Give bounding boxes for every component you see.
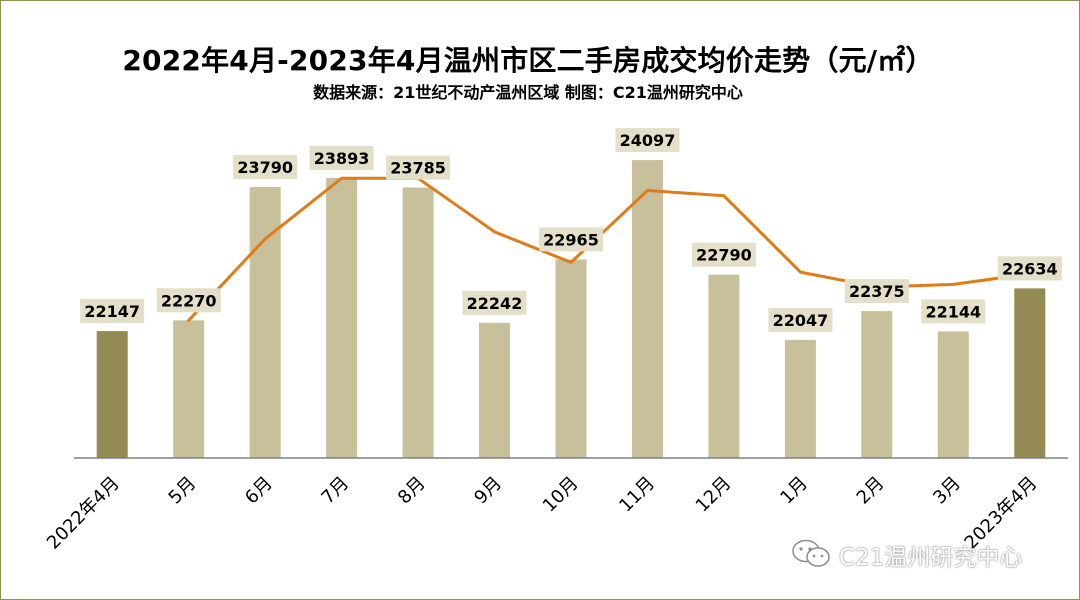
watermark: C21温州研究中心 <box>787 534 1057 574</box>
data-label: 22790 <box>691 242 756 267</box>
data-label-bg <box>997 256 1062 281</box>
data-label-bg <box>539 227 603 252</box>
x-tick-label: 11月 <box>615 473 659 517</box>
bar <box>555 259 587 458</box>
data-label: 22965 <box>539 227 603 252</box>
bar <box>326 178 358 458</box>
data-label-text: 23785 <box>390 159 446 178</box>
wechat-icon <box>792 539 830 567</box>
chart-subtitle: 数据来源：21世纪不动产温州区域 制图：C21温州研究中心 <box>313 83 743 102</box>
bars-layer <box>96 160 1046 458</box>
bar <box>632 160 663 458</box>
x-tick-label: 2月 <box>853 473 889 509</box>
data-label: 22147 <box>80 299 145 324</box>
data-label-text: 22790 <box>696 246 752 265</box>
data-label-bg <box>80 299 145 324</box>
bar <box>784 339 816 458</box>
x-tick-label: 8月 <box>394 473 430 509</box>
watermark-text: C21温州研究中心 <box>839 545 1023 571</box>
x-tick-label: 1月 <box>776 473 812 509</box>
data-label: 22047 <box>768 307 833 332</box>
bar <box>1014 288 1046 458</box>
data-label-text: 23893 <box>314 149 370 168</box>
data-label: 24097 <box>615 128 680 153</box>
x-tick-label: 6月 <box>241 473 277 509</box>
data-label-text: 22144 <box>925 302 981 321</box>
bar <box>479 322 510 458</box>
data-label-text: 22375 <box>849 282 905 301</box>
data-label-bg <box>691 242 756 267</box>
bar <box>937 331 969 458</box>
data-label: 22242 <box>462 290 527 315</box>
data-label-bg <box>309 146 374 170</box>
x-tick-label: 5月 <box>165 473 201 509</box>
bar <box>173 320 205 458</box>
data-label-text: 22147 <box>84 302 140 321</box>
bar <box>708 274 740 458</box>
x-tick-label: 10月 <box>539 473 583 517</box>
data-label: 22375 <box>844 279 909 304</box>
data-label-bg <box>844 279 909 304</box>
x-tick-label: 9月 <box>470 473 506 509</box>
x-tick-label: 3月 <box>929 473 965 509</box>
data-label-bg <box>462 290 527 315</box>
data-label: 23790 <box>233 155 298 179</box>
bar <box>96 331 128 458</box>
data-label-text: 22965 <box>543 230 599 249</box>
bar <box>861 311 893 458</box>
data-label: 23785 <box>386 155 451 180</box>
data-label: 22270 <box>156 288 221 313</box>
data-label-text: 22047 <box>773 311 829 330</box>
data-label-text: 22270 <box>161 291 217 310</box>
data-label-bg <box>768 307 833 332</box>
chart-title: 2022年4月-2023年4月温州市区二手房成交均价走势（元/㎡） <box>122 44 934 77</box>
data-label: 23893 <box>309 146 374 170</box>
x-tick-label: 2022年4月 <box>43 473 124 554</box>
data-label-bg <box>156 288 221 313</box>
data-label: 22634 <box>997 256 1062 281</box>
x-tick-label: 7月 <box>317 473 353 509</box>
x-tick-label: 12月 <box>692 473 736 517</box>
data-label-bg <box>233 155 298 179</box>
data-label-text: 22634 <box>1002 259 1058 278</box>
data-label: 22144 <box>921 299 986 324</box>
bar <box>249 187 281 458</box>
data-label-text: 22242 <box>467 294 523 313</box>
labels-layer: 22147 22270 23790 23893 23785 22242 22965 24097… <box>80 128 1062 332</box>
bar <box>402 187 434 458</box>
data-label-bg <box>386 155 451 180</box>
data-label-text: 23790 <box>237 158 293 177</box>
data-label-bg <box>921 299 986 324</box>
data-label-bg <box>615 128 680 153</box>
data-label-text: 24097 <box>620 131 676 150</box>
